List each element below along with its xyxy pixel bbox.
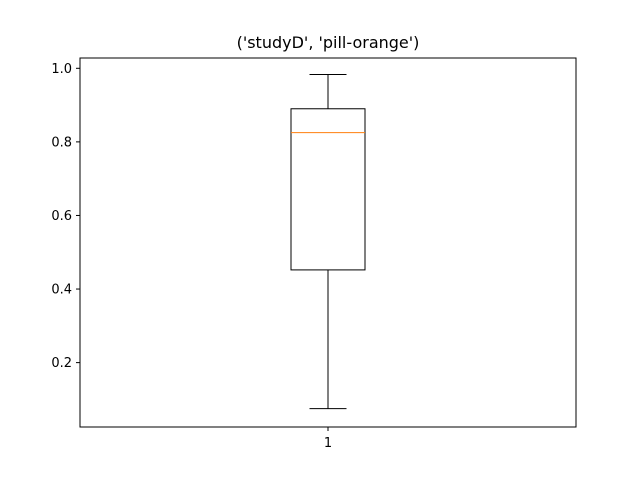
x-axis: 1 [324, 427, 332, 451]
y-tick-label: 0.4 [51, 283, 72, 298]
y-tick-label: 0.8 [51, 135, 72, 150]
box-iqr [290, 108, 366, 271]
x-tick-label: 1 [324, 436, 332, 451]
chart-marks [290, 74, 366, 410]
y-tick-label: 0.2 [51, 356, 72, 371]
y-tick-label: 1.0 [51, 62, 72, 77]
y-axis: 0.2 0.4 0.6 0.8 1.0 [51, 62, 80, 371]
y-tick-label: 0.6 [51, 209, 72, 224]
chart-title: ('studyD', 'pill-orange') [237, 33, 420, 52]
